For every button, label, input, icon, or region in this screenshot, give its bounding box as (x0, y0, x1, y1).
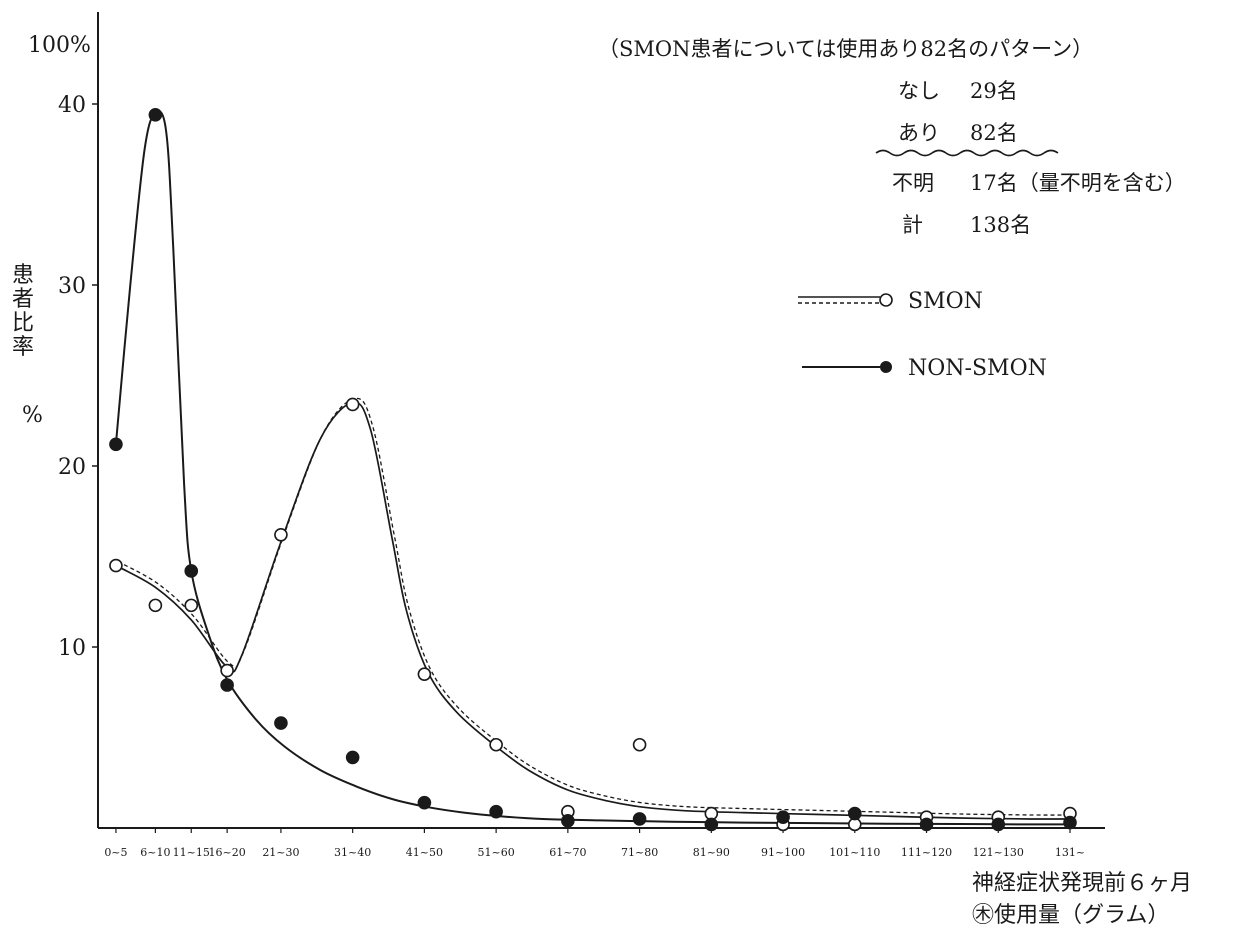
smon-curve-dashed (117, 397, 1076, 816)
point-group (109, 108, 1077, 832)
nonsmon-point (109, 437, 123, 452)
nonsmon-point (776, 810, 790, 824)
nonsmon-point (220, 678, 234, 692)
nonsmon-point (632, 812, 647, 826)
nonsmon-point (184, 564, 199, 578)
y-axis-label: 患者比率 % (12, 263, 43, 428)
annotation-value-unknown: 17名（量不明を含む） (970, 171, 1186, 195)
annotation-header: （SMON患者については使用あり82名のパターン） (598, 37, 1093, 61)
x-tick-label: 51~60 (478, 846, 515, 859)
curve-group (114, 110, 1076, 826)
y-axis-unit: % (22, 403, 43, 428)
annotation-label-unknown: 不明 (892, 171, 934, 195)
nonsmon-point (489, 804, 503, 819)
y-axis-label-text: 患者比率 (12, 263, 34, 360)
nonsmon-curve (114, 110, 1074, 826)
smon-point (632, 737, 647, 752)
nonsmon-point (847, 806, 862, 821)
y-tick-group: 10 20 30 40 (58, 93, 98, 661)
legend-smon-label: SMON (908, 289, 983, 314)
x-tick-label: 16~20 (209, 846, 246, 859)
annotation-label-none: なし (898, 79, 940, 103)
x-tick-label: 111~120 (901, 846, 952, 859)
annotation-wavy-underline (875, 149, 1059, 157)
y-tick-label: 10 (58, 636, 86, 661)
nonsmon-point (417, 795, 432, 810)
smon-point (220, 663, 234, 678)
nonsmon-point (274, 716, 288, 730)
legend-nonsmon-label: NON-SMON (908, 356, 1047, 381)
annotation-block: （SMON患者については使用あり82名のパターン） なし 29名 あり 82名 … (598, 37, 1186, 237)
legend-smon-marker (879, 293, 893, 307)
smon-point (345, 397, 360, 412)
x-tick-label: 6~10 (140, 846, 170, 859)
x-tick-label: 81~90 (693, 846, 730, 859)
x-tick-label: 0~5 (104, 846, 127, 859)
y-tick-label: 30 (58, 274, 86, 299)
nonsmon-point (345, 750, 360, 765)
annotation-value-yes: 82名 (970, 121, 1018, 145)
smon-point (184, 598, 199, 613)
legend-nonsmon-marker (880, 361, 892, 373)
nonsmon-point (704, 817, 719, 832)
y-tick-label: 20 (58, 455, 86, 480)
x-tick-label: 31~40 (334, 846, 371, 859)
legend: SMON NON-SMON (798, 289, 1047, 381)
x-tick-label: 71~80 (621, 846, 658, 859)
nonsmon-point (991, 817, 1006, 832)
nonsmon-point (919, 817, 934, 832)
x-tick-label: 91~100 (761, 846, 805, 859)
y-tick-label: 40 (58, 93, 86, 118)
annotation-label-total: 計 (902, 213, 923, 237)
nonsmon-point (148, 108, 163, 122)
annotation-value-none: 29名 (970, 79, 1018, 103)
x-tick-label: 101~110 (829, 846, 880, 859)
annotation-label-yes: あり (898, 121, 940, 145)
smon-point (489, 737, 503, 752)
smon-point (274, 527, 288, 542)
x-tick-label: 131~ (1055, 846, 1085, 859)
x-axis-label-line1: 神経症状発現前６ヶ月 (972, 871, 1192, 896)
x-tick-label: 21~30 (262, 846, 299, 859)
x-tick-label: 11~15 (173, 846, 210, 859)
x-axis-label-line2: ㊍使用量（グラム） (972, 903, 1169, 928)
smon-point (109, 558, 123, 573)
smon-point (417, 667, 432, 681)
smon-curve-solid (115, 401, 1074, 820)
annotation-value-total: 138名 (970, 213, 1031, 237)
nonsmon-point (1063, 815, 1077, 830)
x-tick-label: 41~50 (406, 846, 443, 859)
x-tick-label: 61~70 (549, 846, 586, 859)
nonsmon-point (561, 813, 575, 828)
smon-point (148, 598, 163, 613)
y-top-label: 100% (28, 33, 91, 58)
x-tick-label: 121~130 (973, 846, 1024, 859)
